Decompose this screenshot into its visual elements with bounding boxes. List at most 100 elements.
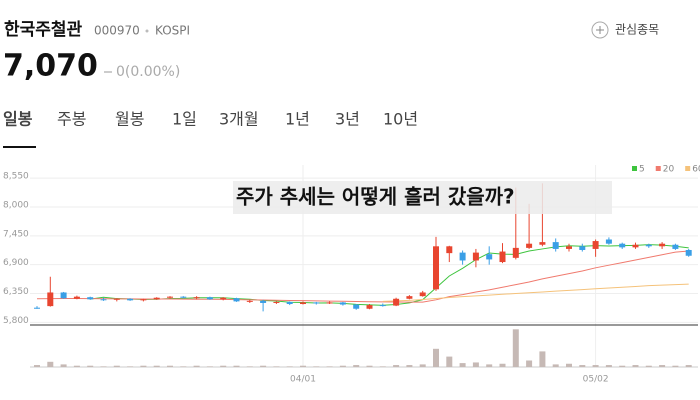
legend-swatch xyxy=(655,166,661,171)
watch-icon xyxy=(591,21,609,39)
candle-body xyxy=(486,254,493,260)
candle-body xyxy=(260,300,267,303)
tab[interactable]: 1일 xyxy=(172,110,197,129)
volume-bar xyxy=(273,366,280,367)
volume-bar xyxy=(659,365,666,367)
price: 7,070 xyxy=(3,49,98,84)
candle-body xyxy=(566,246,572,249)
volume-bar xyxy=(87,365,94,367)
candle-body xyxy=(393,298,400,306)
volume-bar xyxy=(206,366,213,367)
tab[interactable]: 주봉 xyxy=(57,110,86,129)
volume-bar xyxy=(326,366,333,367)
candle-body xyxy=(419,292,426,297)
volume-bar xyxy=(313,366,320,367)
volume-bar xyxy=(113,365,120,367)
legend-label: 20 xyxy=(663,165,675,175)
x-tick-label: 05/02 xyxy=(583,375,609,385)
candle-body xyxy=(512,247,519,258)
candle-body xyxy=(685,249,692,256)
tab[interactable]: 3년 xyxy=(335,110,360,129)
candle-body xyxy=(34,307,40,309)
volume-bar xyxy=(260,365,267,367)
volume-bar xyxy=(619,365,626,367)
watch-label: 관심종목 xyxy=(615,23,659,37)
candle-body xyxy=(300,302,306,305)
volume-bar xyxy=(127,366,134,367)
tab[interactable]: 월봉 xyxy=(115,110,144,129)
y-tick-label: 5,800 xyxy=(3,316,29,326)
watch-button[interactable]: 관심종목 xyxy=(591,21,659,39)
legend-swatch xyxy=(632,166,637,171)
volume-bar xyxy=(220,365,227,367)
candle-body xyxy=(619,243,626,248)
candle-body xyxy=(246,300,253,302)
candle-body xyxy=(167,296,173,298)
candle-body xyxy=(579,246,586,250)
volume-bar xyxy=(672,365,679,367)
volume-bar xyxy=(366,365,373,367)
candle-body xyxy=(406,296,413,299)
candle-body xyxy=(605,239,612,244)
candle-body xyxy=(113,298,120,300)
volume-bar xyxy=(300,365,306,367)
volume-bar xyxy=(526,360,533,367)
y-tick-label: 8,550 xyxy=(3,172,29,182)
tab-bar: 일봉 주봉 월봉 1일 3개월 1년 3년 10년 xyxy=(3,110,418,129)
tab[interactable]: 1년 xyxy=(285,110,310,129)
volume-bar xyxy=(645,365,652,367)
y-tick-label: 6,900 xyxy=(3,258,29,268)
volume-bar xyxy=(140,365,147,367)
candle-body xyxy=(180,296,187,298)
candle-body xyxy=(313,302,320,304)
y-tick-label: 6,350 xyxy=(3,287,29,297)
volume-bar xyxy=(486,364,493,367)
candle-body xyxy=(286,301,293,305)
volume-bar xyxy=(472,362,479,367)
volume-bar xyxy=(379,366,386,367)
volume-bar xyxy=(419,364,426,367)
candle-body xyxy=(433,246,439,290)
volume-bar xyxy=(552,364,559,367)
candle-body xyxy=(672,244,679,249)
volume-bar xyxy=(605,365,612,367)
volume-bar xyxy=(246,366,253,367)
candle-body xyxy=(499,251,506,263)
volume-bar xyxy=(406,365,413,367)
volume-bar xyxy=(193,365,200,367)
y-tick-label: 8,000 xyxy=(3,200,29,210)
candle-body xyxy=(233,298,240,302)
tab[interactable]: 10년 xyxy=(383,110,418,129)
annotation-bg xyxy=(233,181,612,214)
market: KOSPI xyxy=(155,24,190,38)
volume-bar xyxy=(592,365,599,367)
candle-body xyxy=(366,305,373,309)
volume-bar xyxy=(180,366,187,367)
candle-body xyxy=(459,252,466,261)
candle-body xyxy=(193,297,200,299)
annotation: 주가 추세는 어떻게 흘러 갔을까? xyxy=(236,185,515,209)
chart: 5,800 6,350 6,900 7,450 8,000 8,550 04/01 05/02… xyxy=(3,165,700,385)
volume-bar xyxy=(512,329,519,367)
volume-bar xyxy=(153,365,160,367)
volume-bar xyxy=(433,348,439,367)
tab[interactable]: 일봉 xyxy=(3,110,33,129)
ma-line xyxy=(90,244,689,306)
legend-swatch xyxy=(685,166,691,171)
volume-bar xyxy=(446,356,453,367)
candle-body xyxy=(100,299,107,301)
candle-body xyxy=(632,244,639,248)
candle-body xyxy=(339,302,346,305)
volume-bar xyxy=(34,365,40,367)
x-tick-label: 04/01 xyxy=(290,375,316,385)
candle-body xyxy=(220,297,227,300)
volume-bar xyxy=(286,366,293,367)
volume-bar xyxy=(60,364,67,367)
ma-line xyxy=(382,283,689,302)
tab[interactable]: 3개월 xyxy=(219,110,259,129)
volume-bar xyxy=(632,365,639,367)
candle-body xyxy=(526,243,533,248)
candle-body xyxy=(326,302,333,304)
